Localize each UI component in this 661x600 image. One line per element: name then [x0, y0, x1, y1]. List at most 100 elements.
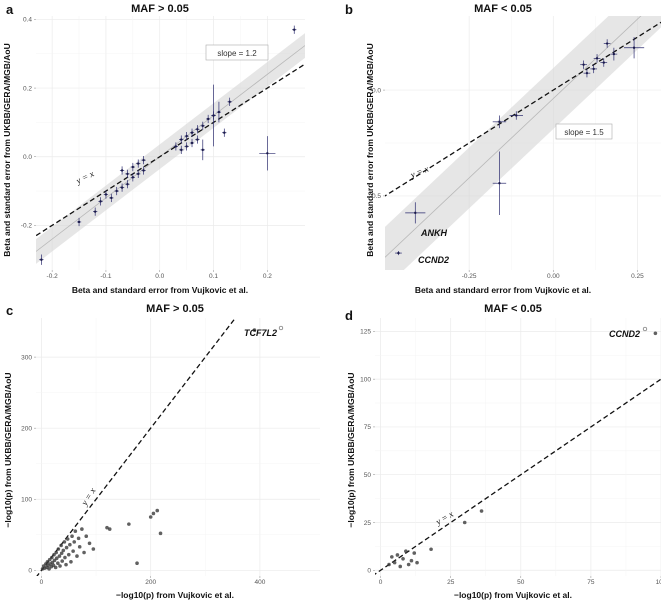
panel-c-data-point — [62, 540, 67, 544]
panel-c-data-point — [64, 562, 68, 567]
panel-b-plot-area — [385, 16, 661, 270]
panel-a-data-point — [110, 196, 113, 200]
panel-a-xtick-label: 0.1 — [209, 273, 218, 280]
panel-a-plot-area — [36, 16, 305, 270]
panel-letter-c: c — [6, 303, 13, 318]
panel-d-data-point — [395, 553, 400, 557]
panel-c-ylabel: −log10(p) from UKBB/GERA/MGB/AoU — [3, 372, 13, 527]
panel-a-slope-box — [205, 44, 269, 61]
panel-a-xtick-label: 0.0 — [155, 273, 164, 280]
panel-a-data-point — [293, 28, 296, 31]
panel-b-ytick-label: 0.0 — [372, 87, 381, 94]
panel-d-xlabel: −log10(p) from Vujkovic et al. — [454, 590, 572, 600]
panel-a-data-point — [77, 220, 81, 224]
panel-c-data-point — [82, 550, 86, 555]
panel-d-data-point — [415, 560, 419, 565]
panel-a-data-point — [120, 169, 124, 172]
panel-c-data-point — [58, 564, 62, 568]
panel-a: a MAF > 0.05 Beta and standard error fro… — [2, 2, 305, 295]
panel-c-ytick-label: 300 — [21, 354, 32, 361]
panel-c-data-point — [80, 527, 84, 531]
panel-d-ytick-label: 50 — [364, 472, 372, 479]
panel-a-xtick-label: -0.1 — [100, 273, 112, 280]
panel-c-data-point — [135, 561, 139, 566]
panel-c-data-point — [151, 511, 156, 516]
panel-d-reference-line — [375, 378, 661, 575]
panel-b-xtick-label: 0.25 — [631, 273, 644, 280]
panel-c-data-point — [84, 534, 89, 538]
panel-b-data-point — [595, 57, 599, 60]
panel-c-data-point — [77, 545, 82, 549]
panel-a-ytick-label: -0.2 — [21, 223, 33, 230]
panel-a-data-point — [93, 210, 97, 213]
panel-b-data-point — [612, 52, 616, 56]
panel-c-ytick-label: 200 — [21, 425, 32, 432]
panel-c-xtick-label: 0 — [40, 579, 44, 586]
panel-a-data-point — [115, 189, 118, 193]
panel-a-data-point — [142, 158, 145, 162]
panel-c-data-point — [64, 545, 69, 550]
panel-d-data-point — [429, 547, 433, 552]
panel-d-ccnd2-marker — [642, 326, 648, 332]
panel-b-fit-line — [385, 16, 642, 258]
panel-b-ylabel: Beta and standard error from UKBB/GERA/M… — [365, 43, 375, 256]
panel-b-data-point — [498, 120, 501, 124]
panel-c-data-point — [148, 515, 153, 519]
panel-a-slope-label: slope = 1.2 — [217, 49, 257, 58]
panel-b-data-point — [632, 46, 636, 49]
panel-d-xtick-label: 50 — [517, 579, 525, 586]
panel-c-ytick-label: 0 — [28, 568, 32, 575]
panel-d-data-point — [387, 562, 391, 567]
panel-a-data-point — [266, 152, 269, 155]
panel-b-data-point — [498, 182, 501, 185]
panel-c-tcf7l2-marker — [278, 325, 284, 331]
panel-a-data-point — [217, 110, 221, 114]
panel-a-data-point — [190, 131, 194, 134]
panel-letter-d: d — [345, 308, 353, 323]
panel-a-data-point — [228, 100, 231, 104]
panel-c-xtick-label: 400 — [254, 579, 265, 586]
panel-b-yx-label: y = x — [408, 164, 430, 181]
panel-letter-b: b — [345, 2, 353, 17]
panel-c-data-point — [155, 508, 160, 513]
panel-b-xtick-label: -0.25 — [462, 273, 477, 280]
panel-c-data-point — [71, 549, 75, 553]
panel-c-data-point — [105, 525, 109, 530]
panel-a-data-point — [131, 176, 135, 179]
panel-b-data-point — [397, 251, 400, 255]
panel-d-plot-area — [375, 318, 661, 576]
panel-a-data-point — [196, 128, 199, 131]
panel-d-data-point — [398, 564, 403, 569]
panel-d-ytick-label: 125 — [360, 329, 371, 336]
panel-a-data-point — [142, 169, 145, 172]
panel-d-data-point — [462, 520, 467, 525]
panel-c-data-point — [54, 550, 59, 555]
panel-c-data-point — [65, 537, 70, 541]
panel-a-ylabel: Beta and standard error from UKBB/GERA/M… — [2, 43, 12, 256]
panel-c-data-point — [91, 547, 96, 551]
panel-d-ylabel: −log10(p) from UKBB/GERA/MGB/AoU — [346, 372, 356, 527]
panel-c-data-point — [60, 559, 65, 563]
panel-a-data-point — [126, 172, 129, 176]
panel-a-data-point — [201, 124, 204, 128]
panel-b-data-point — [602, 61, 605, 64]
panel-d-ytick-label: 75 — [364, 424, 372, 431]
panel-a-data-point — [40, 258, 43, 261]
panel-d-ccnd2-label: CCND2 — [609, 329, 640, 339]
panel-c-data-point — [107, 527, 112, 531]
panel-b-xtick-label: 0.00 — [547, 273, 560, 280]
panel-d-ytick-label: 100 — [360, 376, 371, 383]
panel-a-data-point — [212, 114, 215, 117]
panel-b-slope-label: slope = 1.5 — [564, 128, 604, 137]
panel-c-data-point — [63, 555, 67, 560]
panel-b-ytick-label: -0.5 — [370, 193, 382, 200]
panel-c-data-point — [68, 542, 72, 547]
panel-c-title: MAF > 0.05 — [146, 303, 204, 315]
panel-c-data-point — [50, 555, 54, 560]
panel-c-data-point — [57, 554, 62, 558]
panel-d-data-point — [412, 551, 417, 555]
panel-a-data-point — [185, 134, 188, 138]
panel-letter-a: a — [6, 2, 14, 17]
panel-d-ytick-label: 25 — [364, 520, 372, 527]
panel-a-ytick-label: 0.4 — [23, 17, 32, 24]
